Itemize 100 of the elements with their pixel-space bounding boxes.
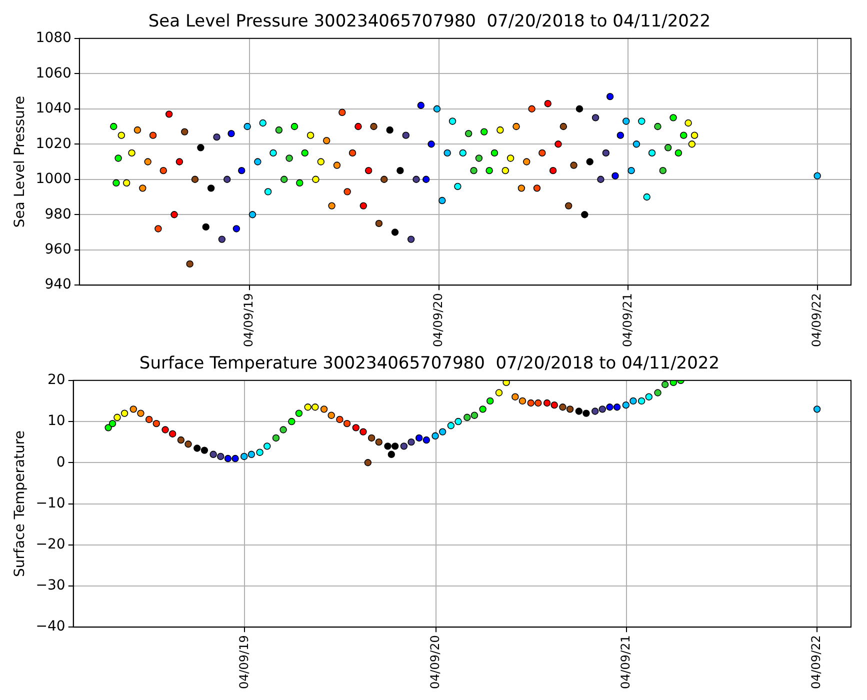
point — [333, 162, 341, 169]
point — [512, 393, 519, 400]
point — [550, 401, 558, 409]
point — [813, 406, 821, 413]
point — [566, 406, 574, 413]
point — [654, 122, 662, 130]
point — [598, 406, 606, 413]
point — [591, 408, 599, 415]
point — [606, 404, 614, 411]
point — [502, 380, 510, 386]
point — [616, 132, 624, 139]
point — [622, 118, 630, 125]
point — [506, 154, 514, 162]
point — [575, 408, 582, 415]
point — [352, 424, 360, 432]
point — [570, 162, 578, 169]
y-tick-label: 0 — [56, 454, 66, 470]
point — [295, 410, 303, 417]
point — [184, 440, 192, 448]
point — [248, 450, 256, 458]
point — [518, 397, 526, 405]
point — [286, 154, 293, 162]
point — [248, 211, 256, 218]
point — [602, 149, 610, 157]
point — [304, 404, 312, 411]
point — [224, 176, 231, 183]
point — [684, 119, 692, 127]
point — [380, 176, 388, 183]
point — [240, 452, 248, 460]
point — [368, 434, 376, 442]
y-axis-title: Sea Level Pressure — [12, 96, 28, 228]
point — [527, 399, 534, 407]
point — [388, 450, 396, 458]
point — [194, 444, 201, 452]
point — [814, 172, 821, 180]
point — [114, 414, 121, 422]
point — [165, 110, 173, 118]
point — [486, 397, 494, 405]
y-tick-label: 1060 — [36, 65, 72, 82]
point — [375, 220, 383, 228]
point — [228, 130, 235, 138]
point — [454, 182, 462, 190]
point — [670, 380, 678, 386]
point — [630, 397, 637, 405]
point — [428, 140, 435, 148]
point — [264, 442, 271, 450]
point — [104, 424, 112, 432]
point — [232, 225, 240, 232]
point — [323, 137, 330, 144]
y-tick-label: 1080 — [36, 30, 72, 46]
point — [432, 432, 439, 440]
point — [186, 260, 194, 268]
point — [386, 126, 394, 134]
point — [622, 401, 630, 409]
point — [343, 420, 351, 428]
point — [139, 184, 146, 192]
point — [638, 397, 646, 405]
point — [544, 100, 552, 108]
x-tick-label: 04/09/20 — [431, 293, 446, 348]
point — [648, 149, 656, 157]
point — [364, 166, 372, 174]
point — [661, 380, 669, 388]
point — [391, 228, 399, 236]
point — [375, 438, 382, 446]
point — [512, 122, 520, 130]
point — [538, 149, 546, 157]
point — [296, 179, 304, 186]
point — [264, 188, 272, 196]
point — [244, 122, 251, 130]
point — [559, 404, 566, 411]
point — [438, 428, 446, 436]
point — [628, 166, 635, 174]
point — [670, 114, 677, 122]
point — [643, 193, 650, 201]
x-tick-label: 04/09/22 — [809, 635, 824, 690]
point — [280, 176, 288, 183]
point — [674, 149, 682, 157]
point — [654, 389, 662, 396]
point — [438, 196, 446, 204]
point — [543, 399, 551, 407]
point — [224, 454, 232, 462]
point — [170, 211, 178, 218]
point — [354, 122, 362, 130]
point — [312, 404, 319, 411]
point — [479, 406, 486, 413]
point — [275, 126, 283, 134]
point — [348, 149, 356, 157]
point — [360, 202, 367, 210]
y-tick-label: −20 — [36, 536, 66, 553]
point — [168, 430, 176, 438]
point — [490, 149, 498, 157]
point — [370, 122, 378, 130]
point — [120, 410, 128, 417]
point — [586, 158, 594, 166]
point — [612, 172, 619, 180]
point — [112, 179, 120, 186]
point — [122, 179, 130, 186]
y-tick-label: −30 — [36, 578, 66, 594]
point — [176, 158, 184, 166]
point — [197, 144, 204, 152]
